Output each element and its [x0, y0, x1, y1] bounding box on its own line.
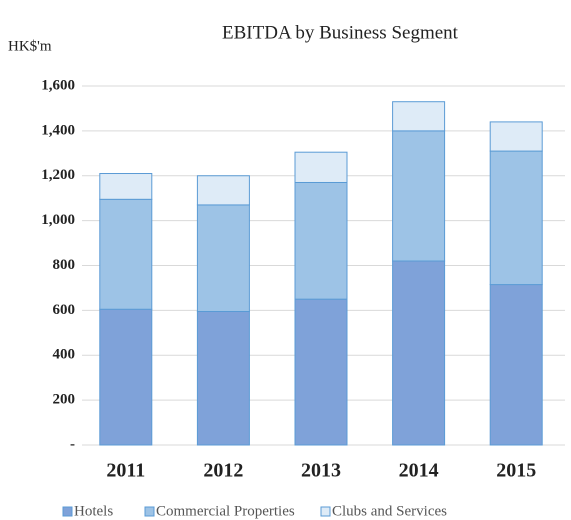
bar-segment — [392, 130, 446, 262]
bar-segment — [294, 298, 348, 446]
y-tick-label: 1,200 — [41, 167, 75, 183]
y-tick-label: 1,000 — [41, 212, 75, 228]
x-tick-label: 2011 — [106, 460, 145, 482]
bar-segment — [294, 151, 348, 183]
y-tick-label: - — [70, 436, 75, 452]
bar-segment — [489, 284, 543, 446]
bar-segment — [99, 308, 153, 446]
y-tick-label: 600 — [53, 302, 76, 318]
x-tick-label: 2014 — [399, 460, 439, 482]
legend-label: Hotels — [74, 503, 113, 519]
bar-segment — [196, 204, 250, 312]
bar-segment — [294, 181, 348, 300]
legend-swatch — [320, 506, 331, 517]
legend-label: Clubs and Services — [332, 503, 447, 519]
y-tick-label: 1,600 — [41, 77, 75, 93]
legend-swatch — [62, 506, 73, 517]
legend-swatch — [144, 506, 155, 517]
x-tick-label: 2015 — [496, 460, 536, 482]
x-tick-label: 2013 — [301, 460, 341, 482]
bar-segment — [196, 175, 250, 206]
y-axis-label: HK$'m — [8, 38, 52, 54]
y-tick-label: 400 — [53, 347, 76, 363]
bar-segment — [196, 310, 250, 446]
y-tick-label: 800 — [53, 257, 76, 273]
legend-label: Commercial Properties — [156, 503, 295, 519]
bar-segment — [392, 101, 446, 132]
chart-title: EBITDA by Business Segment — [222, 22, 459, 43]
y-tick-label: 200 — [53, 392, 76, 408]
bar-segment — [99, 173, 153, 200]
bar-segment — [392, 260, 446, 446]
y-tick-label: 1,400 — [41, 122, 75, 138]
x-tick-label: 2012 — [203, 460, 243, 482]
bar-segment — [99, 198, 153, 310]
bar-segment — [489, 150, 543, 286]
bar-segment — [489, 121, 543, 152]
